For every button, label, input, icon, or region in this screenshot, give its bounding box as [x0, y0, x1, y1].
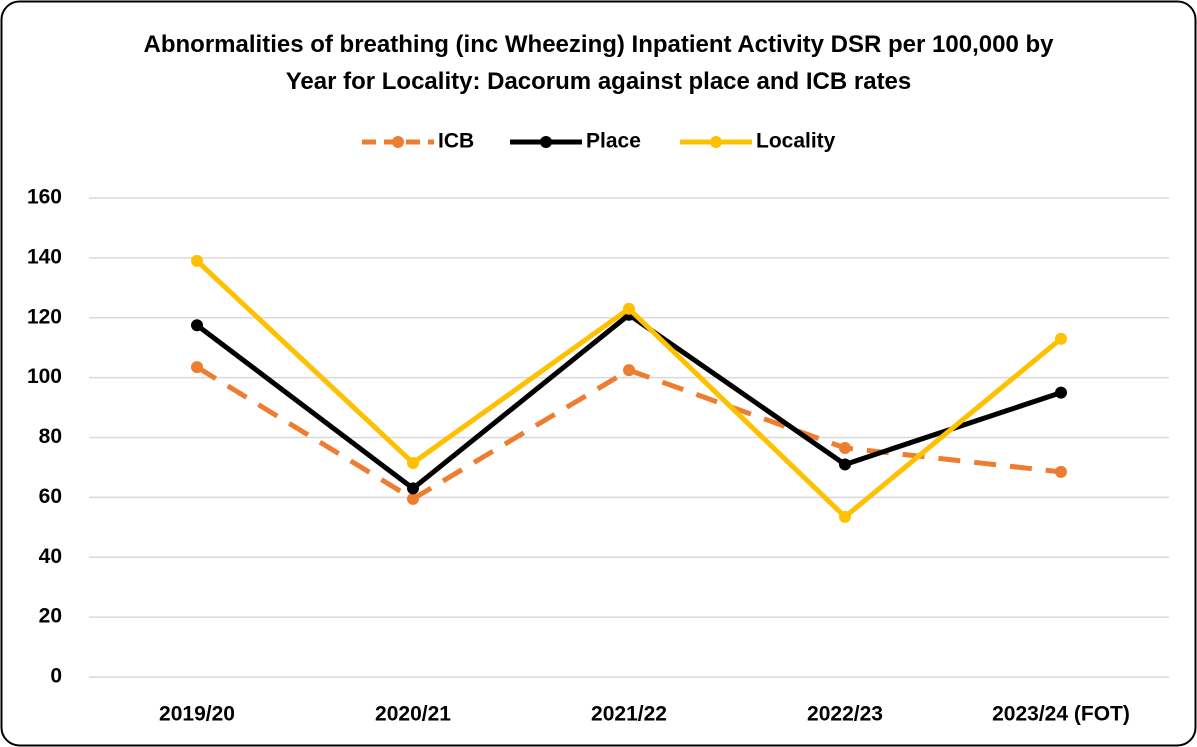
- y-tick-label: 160: [27, 186, 62, 209]
- y-tick-label: 140: [27, 245, 62, 268]
- data-point: [407, 456, 419, 469]
- data-point: [623, 364, 635, 377]
- x-tick-label: 2023/24 (FOT): [992, 703, 1130, 726]
- x-tick-label: 2019/20: [159, 703, 235, 726]
- data-point: [839, 458, 851, 471]
- legend-marker: [710, 136, 722, 148]
- y-tick-label: 100: [27, 365, 62, 388]
- legend-label: Locality: [756, 130, 836, 153]
- data-point: [839, 510, 851, 523]
- data-point: [191, 361, 203, 374]
- x-tick-label: 2020/21: [375, 703, 451, 726]
- data-point: [623, 302, 635, 315]
- data-point: [407, 482, 419, 495]
- data-point: [1055, 465, 1067, 478]
- y-tick-label: 20: [39, 605, 62, 628]
- y-tick-label: 40: [39, 545, 62, 568]
- legend-marker: [392, 136, 404, 148]
- y-tick-label: 0: [50, 665, 62, 688]
- x-tick-label: 2021/22: [591, 703, 667, 726]
- legend-label: Place: [586, 130, 641, 153]
- data-point: [191, 319, 203, 332]
- y-tick-label: 80: [39, 425, 62, 448]
- data-point: [1055, 386, 1067, 399]
- y-tick-label: 120: [27, 305, 62, 328]
- data-point: [1055, 332, 1067, 345]
- y-tick-label: 60: [39, 485, 62, 508]
- legend-marker: [540, 136, 552, 148]
- x-tick-label: 2022/23: [807, 703, 883, 726]
- data-point: [407, 492, 419, 505]
- legend-label: ICB: [438, 130, 474, 153]
- data-point: [839, 441, 851, 454]
- data-point: [191, 254, 203, 267]
- chart-title: Abnormalities of breathing (inc Wheezing…: [143, 31, 1054, 95]
